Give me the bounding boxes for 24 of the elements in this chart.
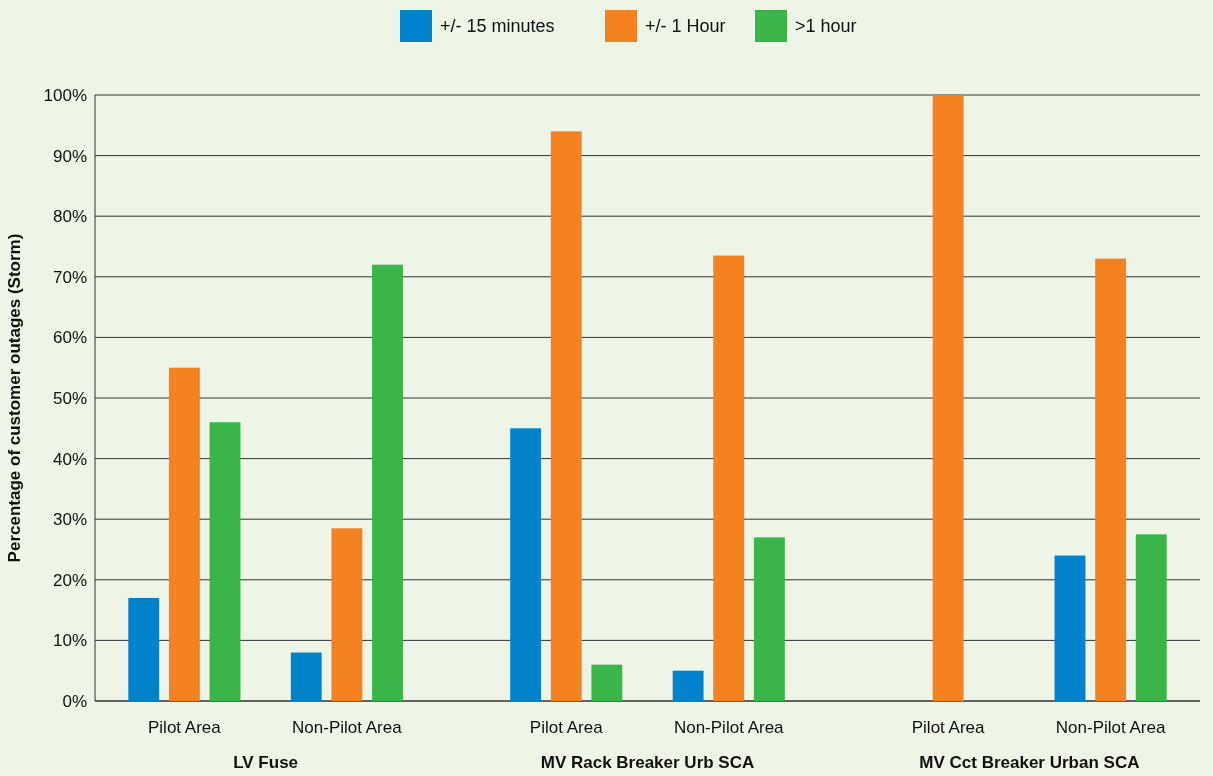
x-tick-label: Pilot Area [911, 718, 986, 737]
x-tick-label: Pilot Area [529, 718, 604, 737]
y-tick-label: 20% [52, 570, 87, 590]
y-tick-label: 0% [62, 691, 87, 711]
y-tick-label: 40% [52, 449, 87, 469]
y-tick-label: 50% [52, 388, 87, 408]
y-tick-label: 80% [52, 207, 87, 227]
y-axis-title: Percentage of customer outages (Storm) [5, 233, 24, 563]
y-tick-label: 70% [52, 267, 87, 287]
y-tick-label: 60% [52, 328, 87, 348]
x-tick-label: Non-Pilot Area [1055, 718, 1166, 737]
legend-label: +/- 1 Hour [645, 16, 726, 37]
x-tick-label: Non-Pilot Area [292, 718, 403, 737]
legend-label: +/- 15 minutes [440, 16, 555, 37]
y-tick-label: 10% [52, 631, 87, 651]
y-tick-label: 100% [43, 85, 87, 105]
text: LV Fuse [233, 753, 299, 772]
text: MV Rack Breaker Urb SCA [540, 753, 755, 772]
y-tick-label: 90% [52, 146, 87, 166]
legend-label: >1 hour [795, 16, 857, 37]
x-tick-label: Non-Pilot Area [673, 718, 785, 737]
text: MV Cct Breaker Urban SCA [919, 753, 1140, 772]
x-tick-label: Pilot Area [147, 718, 222, 737]
y-tick-label: 30% [52, 510, 87, 530]
